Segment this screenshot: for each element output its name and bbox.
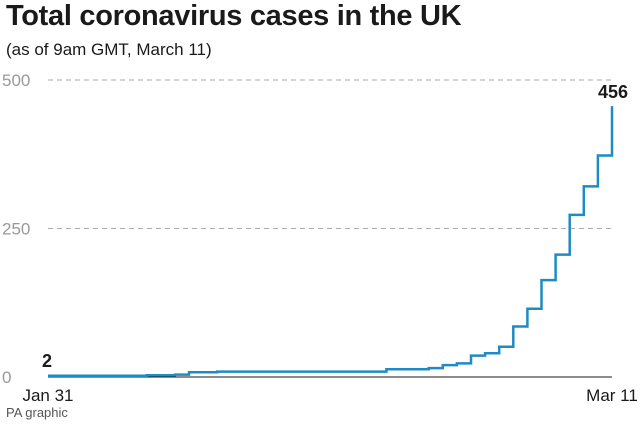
x-axis-tick-labels: Jan 31 Mar 11 [22,386,637,405]
x-tick-label-end: Mar 11 [586,386,638,405]
series-line-total-cases [48,106,614,378]
y-tick-label-0: 0 [2,368,11,387]
chart-subtitle: (as of 9am GMT, March 11) [6,40,212,59]
x-tick-label-start: Jan 31 [22,386,73,405]
chart-title: Total coronavirus cases in the UK [6,0,462,32]
data-label-end: 456 [598,82,628,102]
y-tick-label-250: 250 [2,220,30,239]
y-tick-label-500: 500 [2,71,30,90]
y-axis-tick-labels: 0 250 500 [2,71,30,387]
data-label-start: 2 [42,351,52,371]
gridlines [48,79,612,229]
source-credit: PA graphic [6,405,68,420]
data-annotations: 2 456 [42,82,628,371]
